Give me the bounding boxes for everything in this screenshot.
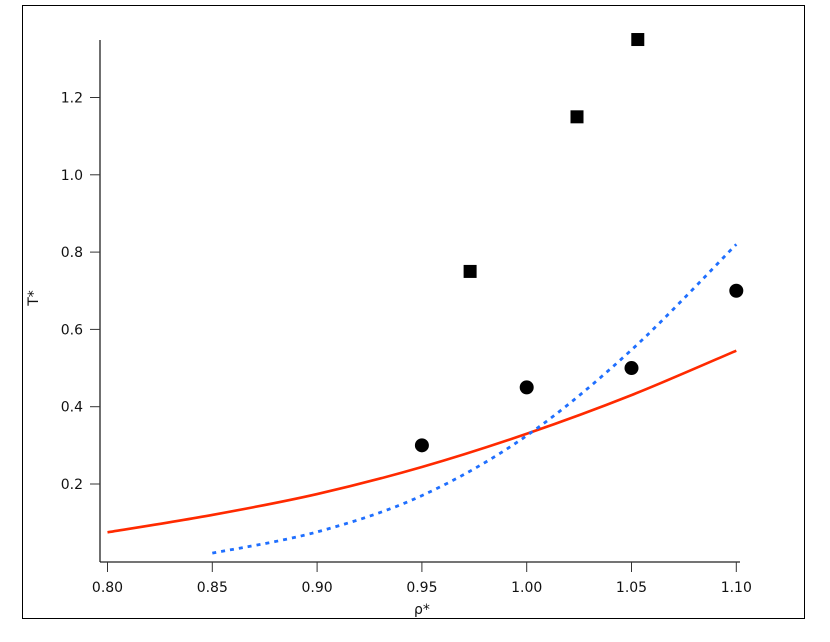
circle-marker xyxy=(729,283,744,298)
y-axis-label: T* xyxy=(26,290,42,307)
x-tick-label: 0.90 xyxy=(302,580,333,596)
x-axis-label: ρ* xyxy=(414,602,430,618)
x-tick-label: 0.85 xyxy=(197,580,228,596)
circle-marker xyxy=(414,438,429,453)
y-tick-label: 1.2 xyxy=(61,91,83,107)
marks xyxy=(107,33,744,555)
x-tick-label: 1.00 xyxy=(511,580,542,596)
y-tick-label: 1.0 xyxy=(61,168,83,184)
x-tick-label: 0.80 xyxy=(92,580,123,596)
y-tick-label: 0.4 xyxy=(61,400,83,416)
x-tick-label: 1.10 xyxy=(721,580,752,596)
circle-marker xyxy=(624,361,639,376)
square-marker xyxy=(463,264,477,278)
x-tick-label: 1.05 xyxy=(616,580,647,596)
x-tick-label: 0.95 xyxy=(406,580,437,596)
circle-marker xyxy=(519,380,534,395)
axes: 0.80 0.85 0.90 0.95 1.00 1.05 1.10 0.2 0.4 0.6 0.8… xyxy=(61,40,752,596)
series-line-dotted xyxy=(212,243,738,555)
plot-frame xyxy=(22,5,805,619)
y-tick-label: 0.2 xyxy=(61,477,83,493)
y-tick-label: 0.8 xyxy=(61,245,83,261)
square-marker xyxy=(631,33,645,47)
series-line-solid xyxy=(107,349,737,534)
square-marker xyxy=(570,110,584,124)
y-tick-label: 0.6 xyxy=(61,322,83,338)
